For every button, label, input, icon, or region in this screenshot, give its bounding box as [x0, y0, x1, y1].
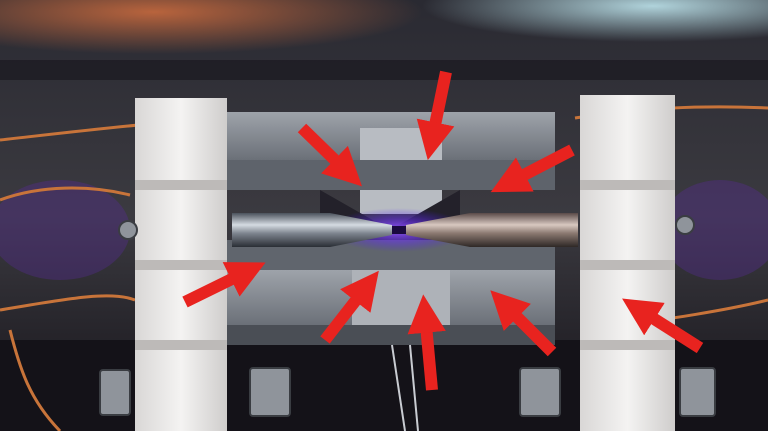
screws — [99, 215, 716, 417]
arrow-right — [622, 298, 704, 354]
red-arrows — [182, 70, 704, 391]
arrow-bottom-right — [490, 290, 557, 357]
arrow-top-center — [416, 70, 455, 161]
needle-electrodes — [232, 213, 578, 247]
arrow-bottom-left — [320, 270, 379, 344]
arrow-top-left — [297, 123, 363, 187]
bottom-wires — [391, 344, 419, 431]
arrow-mid-left — [182, 262, 266, 308]
ceramic-right — [580, 95, 675, 431]
arrow-bottom-center — [407, 294, 446, 391]
ceramic-left — [135, 98, 227, 431]
arrow-top-right — [490, 144, 575, 193]
